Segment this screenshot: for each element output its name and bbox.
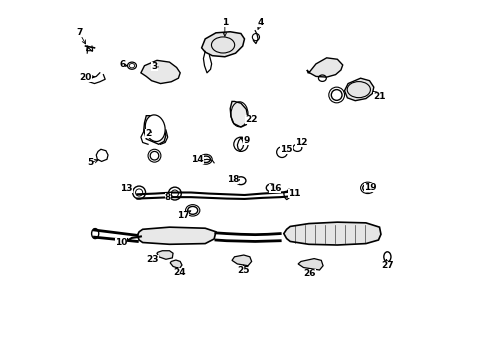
Text: 14: 14 (191, 155, 203, 164)
Text: 17: 17 (176, 211, 190, 220)
Text: 22: 22 (245, 116, 257, 125)
Circle shape (331, 90, 341, 100)
Ellipse shape (91, 229, 99, 239)
Text: 24: 24 (173, 267, 185, 277)
Text: 6: 6 (119, 60, 127, 69)
Polygon shape (141, 60, 180, 84)
Polygon shape (298, 258, 323, 270)
Text: 4: 4 (257, 18, 263, 30)
Text: 16: 16 (268, 184, 281, 193)
Ellipse shape (145, 115, 165, 141)
Text: 25: 25 (237, 265, 249, 275)
Text: 10: 10 (115, 238, 127, 247)
Ellipse shape (383, 252, 390, 262)
Text: 21: 21 (372, 91, 385, 100)
Ellipse shape (187, 206, 197, 214)
Text: 27: 27 (380, 259, 393, 270)
Text: 7: 7 (76, 28, 85, 44)
Polygon shape (306, 58, 342, 77)
Polygon shape (344, 78, 373, 101)
Text: 5: 5 (87, 158, 98, 167)
Text: 12: 12 (294, 138, 306, 147)
Text: 18: 18 (226, 175, 239, 184)
Polygon shape (157, 251, 173, 259)
Text: 11: 11 (287, 189, 300, 198)
Polygon shape (231, 255, 251, 266)
Polygon shape (201, 32, 244, 57)
Text: 8: 8 (164, 193, 171, 202)
Text: 23: 23 (146, 255, 159, 264)
Text: 26: 26 (303, 269, 315, 278)
Text: 13: 13 (120, 184, 133, 193)
Text: 3: 3 (151, 62, 158, 71)
Text: 1: 1 (221, 18, 227, 36)
Text: 20: 20 (79, 73, 94, 82)
Ellipse shape (362, 184, 372, 192)
Polygon shape (143, 116, 165, 144)
Polygon shape (137, 227, 216, 244)
Text: 9: 9 (242, 136, 249, 145)
Ellipse shape (201, 156, 210, 162)
Polygon shape (170, 260, 182, 269)
Text: 15: 15 (280, 145, 292, 154)
Polygon shape (283, 222, 380, 245)
Circle shape (150, 152, 159, 160)
Text: 2: 2 (144, 129, 151, 138)
Circle shape (276, 147, 287, 157)
Polygon shape (230, 102, 247, 127)
Text: 19: 19 (363, 183, 376, 192)
